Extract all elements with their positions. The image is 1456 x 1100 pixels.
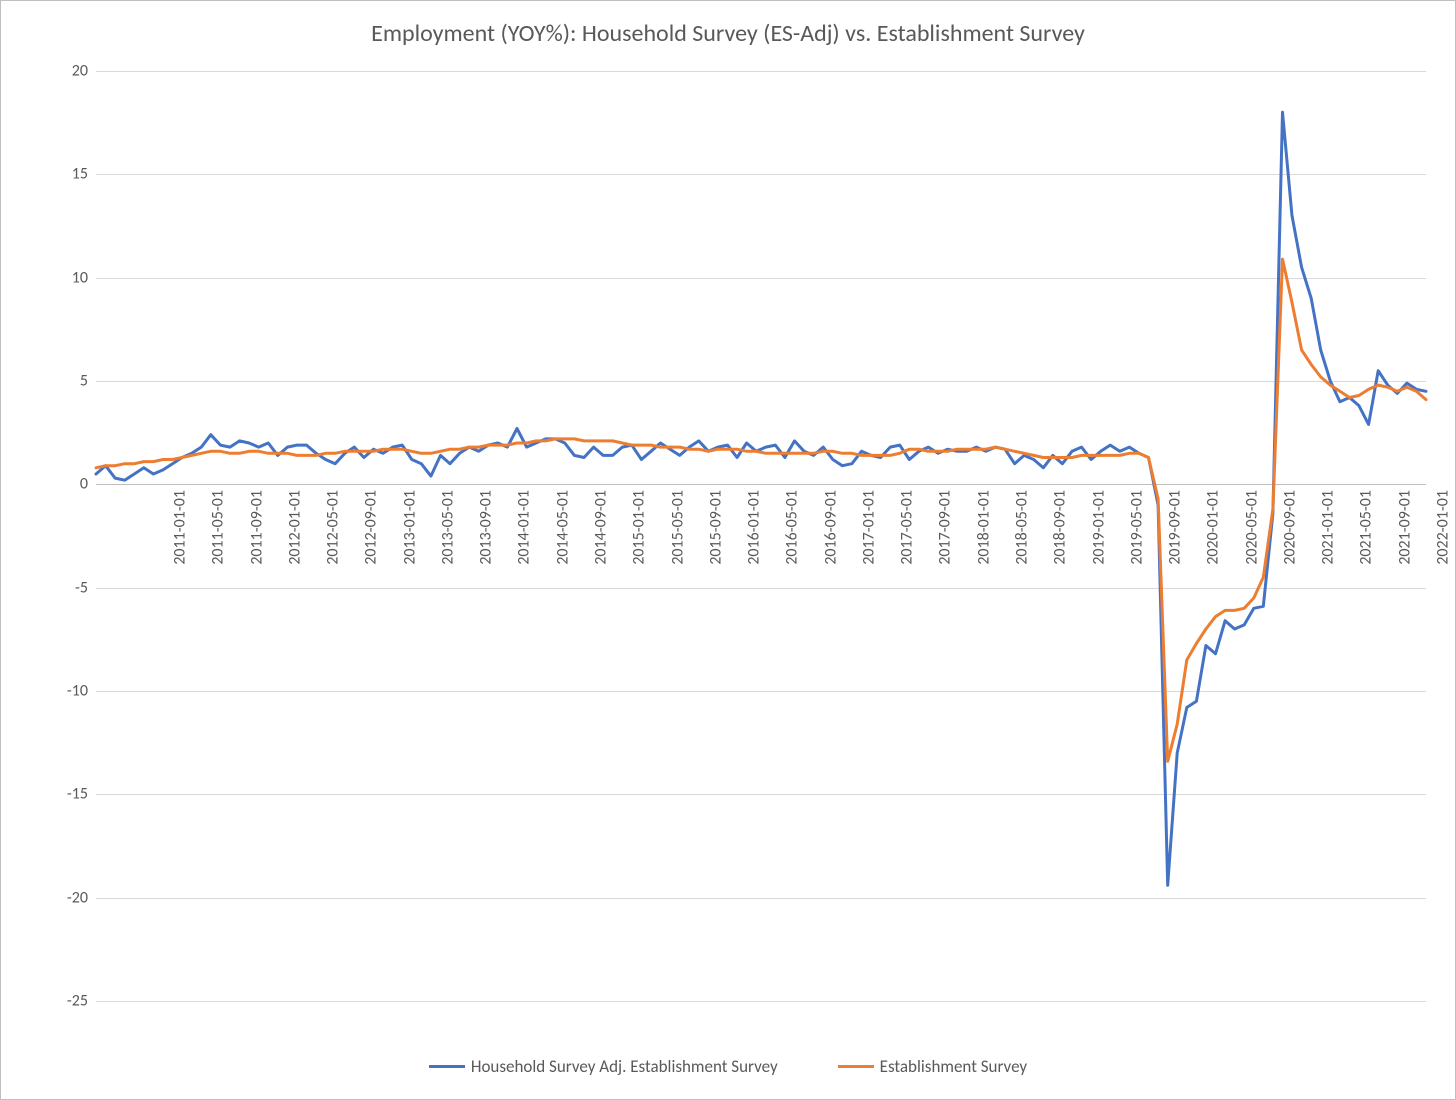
y-tick-label: -20 bbox=[67, 888, 88, 907]
legend-item-household: Household Survey Adj. Establishment Surv… bbox=[429, 1056, 778, 1077]
y-tick-label: -15 bbox=[67, 785, 88, 804]
y-tick-label: 15 bbox=[72, 165, 88, 184]
legend: Household Survey Adj. Establishment Surv… bbox=[1, 1056, 1455, 1077]
legend-label: Establishment Survey bbox=[880, 1056, 1027, 1077]
y-tick-label: -10 bbox=[67, 682, 88, 701]
y-tick-label: -25 bbox=[67, 992, 88, 1011]
legend-item-establishment: Establishment Survey bbox=[838, 1056, 1027, 1077]
legend-label: Household Survey Adj. Establishment Surv… bbox=[471, 1056, 778, 1077]
y-tick-label: 20 bbox=[72, 62, 88, 81]
series-svg bbox=[96, 71, 1426, 1001]
series-household-line bbox=[96, 112, 1426, 885]
chart-title: Employment (YOY%): Household Survey (ES-… bbox=[1, 19, 1455, 48]
legend-swatch bbox=[838, 1065, 874, 1068]
plot-area: -25-20-15-10-5051015202011-01-012011-05-… bbox=[96, 71, 1426, 1001]
gridline bbox=[96, 1001, 1426, 1002]
employment-chart: Employment (YOY%): Household Survey (ES-… bbox=[0, 0, 1456, 1100]
y-tick-label: 0 bbox=[80, 475, 88, 494]
y-tick-label: 10 bbox=[72, 268, 88, 287]
series-establishment-line bbox=[96, 259, 1426, 761]
x-tick-label: 2022-01-01 bbox=[1434, 490, 1453, 565]
y-tick-label: -5 bbox=[75, 578, 88, 597]
legend-swatch bbox=[429, 1065, 465, 1068]
y-tick-label: 5 bbox=[80, 372, 88, 391]
